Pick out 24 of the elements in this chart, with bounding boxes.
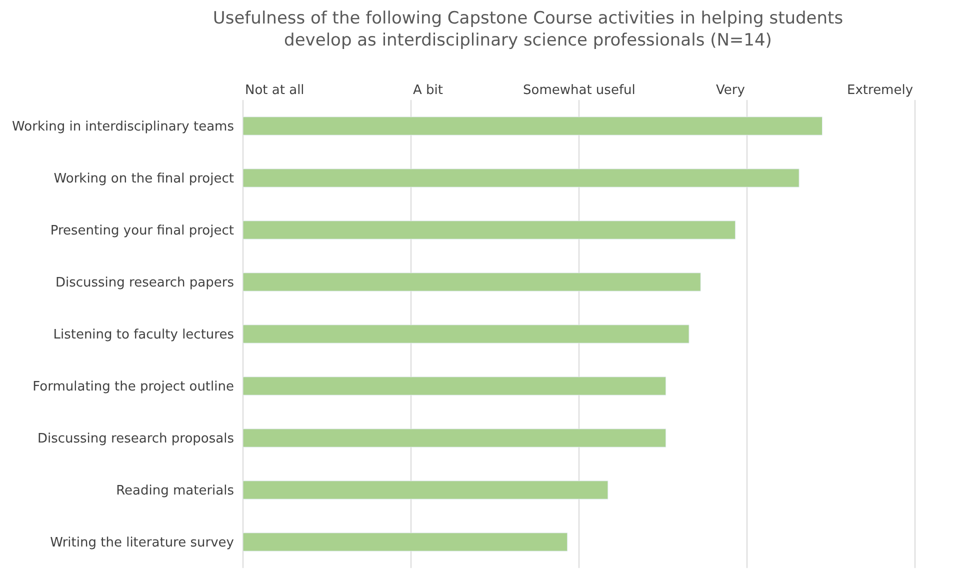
text: Somewhat useful [523, 83, 636, 98]
bar [243, 376, 666, 396]
y-tick-label: Presenting your final project [50, 224, 234, 239]
y-tick-label: Listening to faculty lectures [53, 328, 234, 343]
bar [243, 480, 608, 500]
bar [243, 168, 800, 188]
bar [243, 116, 823, 136]
y-tick-label: Discussing research papers [55, 276, 234, 291]
chart-title: Usefulness of the following Capstone Course activities in helping students develop as interdisciplinary science professionals (N=14) [212, 8, 844, 50]
y-tick-label: Formulating the project outline [32, 380, 234, 395]
y-tick-label: Working in interdisciplinary teams [12, 120, 234, 135]
bar [243, 272, 701, 292]
bar [243, 532, 568, 552]
y-tick-label: Writing the literature survey [50, 536, 234, 551]
y-tick-label: Working on the final project [54, 172, 234, 187]
bar [243, 324, 690, 344]
y-tick-label: Discussing research proposals [37, 432, 234, 447]
text: A bit [413, 83, 443, 98]
text: Extremely [847, 83, 914, 98]
y-tick-label: Reading materials [116, 484, 234, 499]
text: Very [716, 83, 746, 98]
bar [243, 220, 736, 240]
bar [243, 428, 666, 448]
text: Not at all [245, 83, 304, 98]
